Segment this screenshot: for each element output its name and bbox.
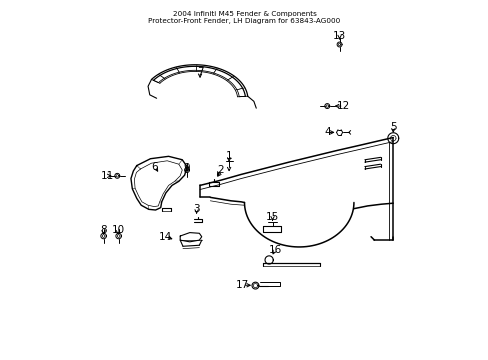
Text: 5: 5	[389, 122, 396, 131]
Text: 14: 14	[159, 232, 172, 242]
Text: 2004 Infiniti M45 Fender & Components
Protector-Front Fender, LH Diagram for 638: 2004 Infiniti M45 Fender & Components Pr…	[148, 11, 340, 24]
Text: 10: 10	[111, 225, 124, 235]
Text: 12: 12	[336, 101, 349, 111]
Text: 2: 2	[217, 165, 224, 175]
Text: 8: 8	[100, 225, 107, 235]
Text: 16: 16	[268, 245, 281, 255]
Text: 15: 15	[265, 212, 279, 222]
Text: 7: 7	[196, 67, 203, 77]
Text: 6: 6	[151, 162, 158, 172]
Text: 17: 17	[236, 280, 249, 290]
Text: 9: 9	[183, 163, 190, 172]
Text: 1: 1	[225, 151, 232, 161]
Text: 3: 3	[193, 204, 200, 214]
Text: 13: 13	[332, 31, 346, 41]
Text: 4: 4	[323, 127, 330, 138]
Text: 11: 11	[100, 171, 113, 181]
